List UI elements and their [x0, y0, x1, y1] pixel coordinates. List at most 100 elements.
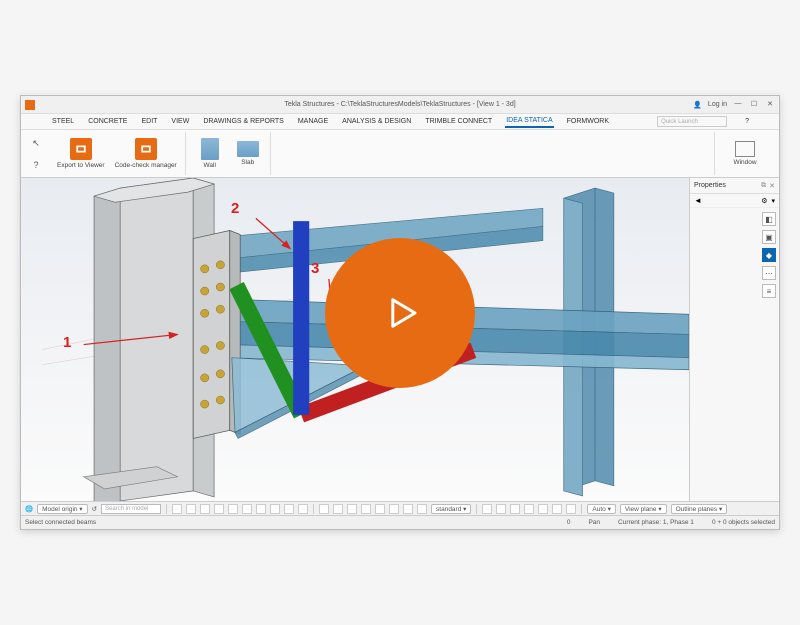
tab-idea-statica[interactable]: IDEA STATICA — [505, 115, 553, 128]
auto-dropdown[interactable]: Auto ▾ — [587, 504, 615, 514]
toolbtn-22[interactable] — [524, 504, 534, 514]
toolbtn-21[interactable] — [510, 504, 520, 514]
toolbtn-5[interactable] — [228, 504, 238, 514]
toolbtn-17[interactable] — [403, 504, 413, 514]
slab-button[interactable]: Slab — [234, 134, 262, 173]
properties-panel: Properties ⧉ ✕ ◄ ⚙ ▾ ◧ ▣ ◆ ⋯ ≡ — [689, 178, 779, 501]
play-button[interactable] — [325, 238, 475, 388]
titlebar: Tekla Structures - C:\TeklaStructuresMod… — [21, 96, 779, 114]
wall-button[interactable]: Wall — [196, 134, 224, 173]
login-link[interactable]: Log in — [708, 101, 727, 108]
export-viewer-icon — [70, 138, 92, 160]
toolbtn-6[interactable] — [242, 504, 252, 514]
toolbtn-18[interactable] — [417, 504, 427, 514]
toolbtn-4[interactable] — [214, 504, 224, 514]
toolbtn-11[interactable] — [319, 504, 329, 514]
toolbtn-24[interactable] — [552, 504, 562, 514]
nav-dropdown-icon[interactable]: ▾ — [771, 197, 775, 205]
window-icon — [735, 141, 755, 157]
tab-steel[interactable]: STEEL — [51, 116, 75, 127]
quick-launch-input[interactable]: Quick Launch — [657, 116, 727, 127]
tab-edit[interactable]: EDIT — [140, 116, 158, 127]
panel-close-icon[interactable]: ✕ — [769, 182, 775, 190]
status-selected: 0 + 0 objects selected — [712, 519, 775, 526]
tool-b-icon[interactable]: ▣ — [762, 230, 776, 244]
globe-icon[interactable]: 🌐 — [25, 505, 33, 513]
standard-dropdown[interactable]: standard ▾ — [431, 504, 471, 514]
nav-gear-icon[interactable]: ⚙ — [761, 197, 767, 205]
user-icon[interactable]: 👤 — [693, 101, 702, 109]
window-title: Tekla Structures - C:\TeklaStructuresMod… — [284, 101, 515, 108]
toolbtn-23[interactable] — [538, 504, 548, 514]
panel-pin-icon[interactable]: ⧉ — [761, 182, 766, 190]
tab-drawings[interactable]: DRAWINGS & REPORTS — [202, 116, 285, 127]
slab-label: Slab — [241, 159, 254, 166]
toolbtn-19[interactable] — [482, 504, 492, 514]
tab-view[interactable]: VIEW — [170, 116, 190, 127]
toolbtn-8[interactable] — [270, 504, 280, 514]
help-tool-icon[interactable]: ? — [33, 160, 38, 170]
wall-icon — [201, 138, 219, 160]
ribbon-group-formwork: Wall Slab — [188, 132, 271, 175]
model-search-input[interactable]: Search in model — [101, 504, 161, 514]
slab-icon — [237, 141, 259, 157]
toolbtn-25[interactable] — [566, 504, 576, 514]
close-button[interactable]: ✕ — [765, 100, 775, 110]
right-tool-strip: ◧ ▣ ◆ ⋯ ≡ — [690, 210, 779, 300]
tab-formwork[interactable]: FORMWORK — [566, 116, 610, 127]
toolbtn-3[interactable] — [200, 504, 210, 514]
status-phase: Current phase: 1, Phase 1 — [618, 519, 694, 526]
code-check-button[interactable]: Code-check manager — [115, 134, 177, 173]
status-message: Select connected beams — [25, 519, 96, 526]
tab-manage[interactable]: MANAGE — [297, 116, 329, 127]
toolbtn-12[interactable] — [333, 504, 343, 514]
toolbtn-14[interactable] — [361, 504, 371, 514]
maximize-button[interactable]: ☐ — [749, 100, 759, 110]
history-icon[interactable]: ↺ — [92, 505, 97, 513]
tool-d-icon[interactable]: ⋯ — [762, 266, 776, 280]
tab-concrete[interactable]: CONCRETE — [87, 116, 128, 127]
menubar: STEEL CONCRETE EDIT VIEW DRAWINGS & REPO… — [21, 114, 779, 130]
toolbtn-15[interactable] — [375, 504, 385, 514]
ribbon-group-window: Window — [714, 132, 775, 175]
toolbtn-20[interactable] — [496, 504, 506, 514]
help-icon[interactable]: ? — [745, 118, 749, 125]
properties-title: Properties — [694, 182, 726, 189]
export-viewer-button[interactable]: Export to Viewer — [57, 134, 105, 173]
model-origin-dropdown[interactable]: Model origin ▾ — [37, 504, 87, 514]
bottom-toolbar: 🌐 Model origin ▾ ↺ Search in model stand… — [21, 501, 779, 515]
toolbtn-9[interactable] — [284, 504, 294, 514]
tab-trimble[interactable]: TRIMBLE CONNECT — [424, 116, 493, 127]
toolbtn-10[interactable] — [298, 504, 308, 514]
toolbtn-1[interactable] — [172, 504, 182, 514]
minimize-button[interactable]: — — [733, 100, 743, 110]
toolbtn-16[interactable] — [389, 504, 399, 514]
ribbon: ↖ ? Export to Viewer Code-check manager … — [21, 130, 779, 178]
app-window: Tekla Structures - C:\TeklaStructuresMod… — [20, 95, 780, 530]
properties-nav: ◄ ⚙ ▾ — [690, 194, 779, 208]
window-button[interactable]: Window — [723, 134, 767, 173]
code-check-icon — [135, 138, 157, 160]
ribbon-group-idea: Export to Viewer Code-check manager — [49, 132, 186, 175]
toolbtn-13[interactable] — [347, 504, 357, 514]
toolbtn-7[interactable] — [256, 504, 266, 514]
export-viewer-label: Export to Viewer — [57, 162, 105, 169]
nav-back-icon[interactable]: ◄ — [694, 196, 702, 205]
toolbtn-2[interactable] — [186, 504, 196, 514]
tool-c-icon[interactable]: ◆ — [762, 248, 776, 262]
code-check-label: Code-check manager — [115, 162, 177, 169]
arrow-tool-icon[interactable]: ↖ — [32, 138, 40, 149]
status-bar: Select connected beams 0 Pan Current pha… — [21, 515, 779, 529]
ribbon-left-controls: ↖ ? — [25, 132, 47, 175]
app-icon — [25, 100, 35, 110]
wall-label: Wall — [204, 162, 216, 169]
tab-analysis[interactable]: ANALYSIS & DESIGN — [341, 116, 412, 127]
outlineplanes-dropdown[interactable]: Outline planes ▾ — [671, 504, 728, 514]
tool-e-icon[interactable]: ≡ — [762, 284, 776, 298]
status-pan: Pan — [588, 519, 600, 526]
status-zero: 0 — [567, 519, 571, 526]
window-label: Window — [733, 159, 756, 166]
viewplane-dropdown[interactable]: View plane ▾ — [620, 504, 667, 514]
play-icon — [370, 283, 430, 343]
tool-a-icon[interactable]: ◧ — [762, 212, 776, 226]
